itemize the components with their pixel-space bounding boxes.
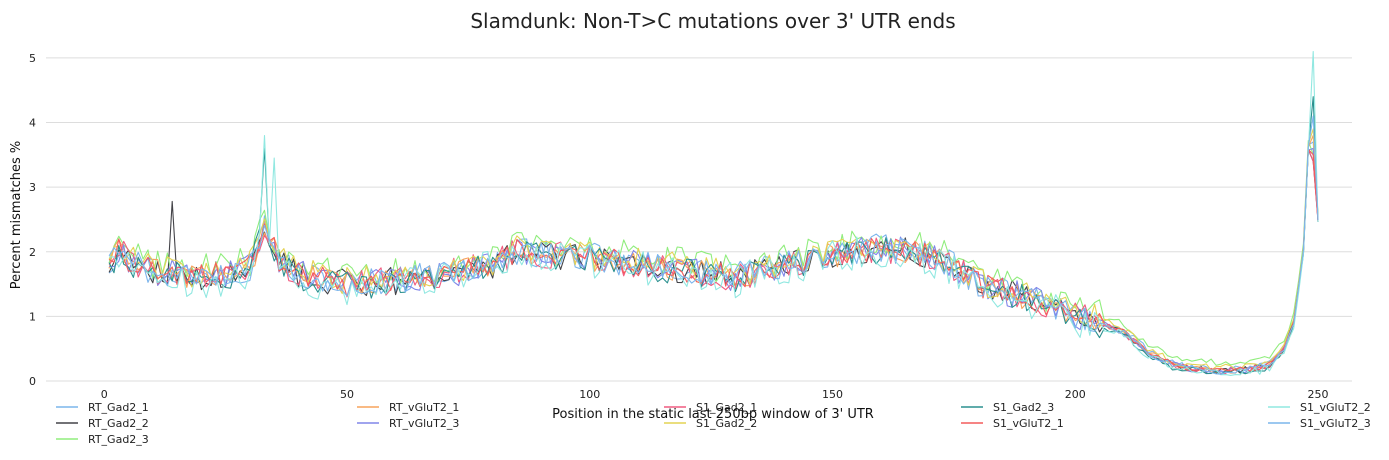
y-tick-0: 0 xyxy=(29,375,36,388)
series-line-s1-gad2-2 xyxy=(108,128,1319,371)
series-lines xyxy=(108,50,1319,376)
x-tick-250: 250 xyxy=(1308,388,1329,401)
x-tick-200: 200 xyxy=(1065,388,1086,401)
legend-label-rt-gad2-1: RT_Gad2_1 xyxy=(88,401,149,414)
legend-label-rt-gad2-3: RT_Gad2_3 xyxy=(88,433,149,446)
series-line-rt-gad2-3 xyxy=(108,139,1319,366)
y-tick-2: 2 xyxy=(29,246,36,259)
legend-label-rt-gad2-2: RT_Gad2_2 xyxy=(88,417,149,430)
x-tick-50: 50 xyxy=(340,388,354,401)
y-tick-3: 3 xyxy=(29,181,36,194)
legend-label-s1-vglut2-3: S1_vGluT2_3 xyxy=(1300,417,1371,430)
gridlines xyxy=(46,57,1352,382)
x-tick-100: 100 xyxy=(579,388,600,401)
legend-label-s1-vglut2-2: S1_vGluT2_2 xyxy=(1300,401,1371,414)
legend-label-rt-vglut2-1: RT_vGluT2_1 xyxy=(389,401,459,414)
chart-title: Slamdunk: Non-T>C mutations over 3' UTR … xyxy=(470,9,955,33)
legend-label-s1-gad2-1: S1_Gad2_1 xyxy=(696,401,757,414)
y-tick-labels: 0 1 2 3 4 5 xyxy=(29,52,36,388)
legend-label-s1-vglut2-1: S1_vGluT2_1 xyxy=(993,417,1064,430)
x-tick-0: 0 xyxy=(101,388,108,401)
series-line-s1-vglut2-2 xyxy=(109,50,1319,376)
y-tick-4: 4 xyxy=(29,117,36,130)
y-axis-label: Percent mismatches % xyxy=(9,141,24,289)
series-line-s1-vglut2-3 xyxy=(108,115,1319,375)
y-tick-5: 5 xyxy=(29,52,36,65)
legend-label-s1-gad2-2: S1_Gad2_2 xyxy=(696,417,757,430)
series-line-s1-gad2-3 xyxy=(108,96,1319,376)
legend-label-rt-vglut2-3: RT_vGluT2_3 xyxy=(389,417,459,430)
x-tick-labels: 0 50 100 150 200 250 xyxy=(101,388,1329,401)
y-tick-1: 1 xyxy=(29,310,36,323)
legend: RT_Gad2_1 RT_Gad2_2 RT_Gad2_3 RT_vGluT2_1 RT… xyxy=(56,401,1371,446)
legend-label-s1-gad2-3: S1_Gad2_3 xyxy=(993,401,1054,414)
x-axis-label: Position in the static last 250bp window… xyxy=(552,407,874,422)
x-tick-150: 150 xyxy=(822,388,843,401)
